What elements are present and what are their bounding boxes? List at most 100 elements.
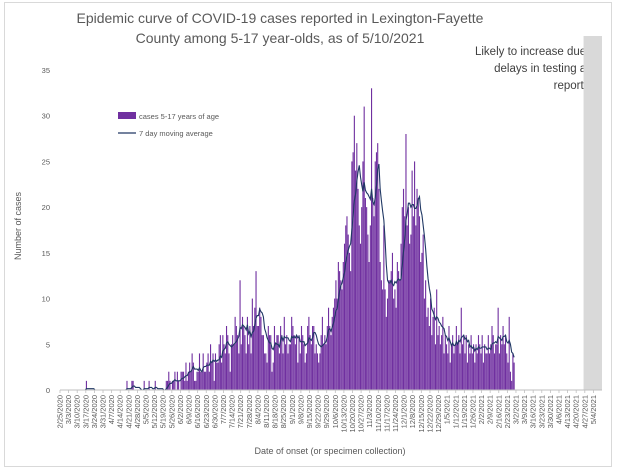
case-bar	[318, 362, 320, 390]
case-bar	[225, 326, 228, 390]
case-bar	[409, 243, 411, 390]
case-bar	[391, 252, 394, 390]
case-bar	[213, 380, 215, 390]
case-bar	[486, 353, 488, 390]
case-bar	[415, 225, 417, 390]
x-tick-label: 10/27/2020	[357, 395, 366, 433]
case-bar	[428, 326, 430, 390]
case-bar	[227, 335, 229, 390]
case-bar	[433, 307, 435, 390]
case-bar	[390, 271, 392, 390]
x-tick-label: 4/21/2020	[124, 395, 133, 428]
case-bar	[394, 289, 396, 390]
x-tick-label: 3/2/2021	[511, 395, 520, 424]
moving-average-line	[60, 163, 515, 391]
case-bar	[308, 316, 310, 390]
x-tick-label: 3/16/2021	[529, 395, 538, 428]
y-tick-label: 25	[42, 157, 50, 166]
case-bar	[497, 307, 499, 390]
case-bar	[303, 344, 305, 390]
x-tick-label: 10/20/2020	[348, 395, 357, 433]
case-bar	[194, 380, 196, 390]
case-bar	[423, 298, 425, 390]
case-bar	[463, 335, 465, 390]
case-bar	[337, 262, 339, 390]
case-bar	[493, 353, 496, 390]
case-bar	[377, 143, 379, 390]
case-bar	[224, 353, 226, 390]
case-bar	[277, 335, 279, 390]
case-bar	[455, 326, 457, 390]
case-bar	[282, 353, 284, 390]
case-bar	[260, 316, 262, 390]
x-tick-label: 9/15/2020	[305, 395, 314, 428]
case-bar	[190, 371, 192, 390]
case-bar	[355, 170, 357, 390]
case-bar	[336, 298, 338, 390]
x-tick-label: 4/7/2020	[107, 395, 116, 424]
y-tick-label: 10	[42, 295, 50, 304]
case-bar	[270, 335, 272, 390]
case-bar	[191, 353, 193, 390]
x-tick-label: 8/18/2020	[271, 395, 280, 428]
case-bar	[257, 326, 260, 390]
case-bar	[326, 326, 328, 390]
case-bar	[294, 344, 296, 390]
y-tick-label: 20	[42, 203, 50, 212]
case-bar	[245, 353, 247, 390]
case-bar	[362, 161, 364, 390]
x-tick-label: 1/19/2021	[460, 395, 469, 428]
case-bar	[414, 161, 416, 390]
x-tick-label: 3/23/2021	[537, 395, 546, 428]
case-bar	[447, 353, 449, 390]
case-bar	[273, 326, 276, 390]
legend-label-average: 7 day moving average	[139, 129, 213, 138]
case-bar	[476, 353, 478, 390]
case-bar	[289, 344, 291, 390]
case-bar	[353, 115, 355, 391]
case-bar	[444, 335, 446, 390]
case-bar	[240, 344, 242, 390]
case-bar	[256, 326, 258, 390]
case-bar	[241, 316, 244, 390]
case-bar	[292, 326, 294, 390]
case-bar	[221, 362, 223, 390]
axes: 0 5 10 15 20 25 30 35 2/25/2020 3/3/2020 3/10/2020…	[42, 66, 602, 433]
case-bar	[485, 353, 487, 390]
x-tick-label: 5/12/2020	[150, 395, 159, 428]
case-bar	[168, 371, 170, 390]
case-bar	[329, 326, 331, 390]
case-bar	[278, 353, 280, 390]
case-bar	[265, 353, 267, 390]
chart-title: Epidemic curve of COVID-19 cases reporte…	[76, 10, 484, 46]
x-tick-label: 10/13/2020	[339, 395, 348, 433]
case-bar	[416, 188, 418, 390]
case-bar	[496, 344, 498, 390]
case-bar	[351, 161, 353, 390]
case-bar	[471, 353, 473, 390]
case-bar	[366, 207, 368, 390]
case-bar	[378, 188, 380, 390]
case-bar	[234, 316, 236, 390]
case-bar	[166, 380, 169, 390]
case-bar	[506, 353, 508, 390]
case-bar	[203, 371, 205, 390]
case-bar	[299, 353, 301, 390]
x-tick-label: 5/19/2020	[159, 395, 168, 428]
case-bar	[210, 344, 212, 390]
x-tick-label: 6/16/2020	[193, 395, 202, 428]
case-bar	[373, 216, 375, 390]
case-bar	[389, 280, 391, 390]
case-bar	[316, 353, 319, 390]
case-bar	[254, 307, 256, 390]
case-bar	[459, 353, 461, 390]
case-bar	[244, 335, 246, 390]
case-bar	[359, 243, 362, 390]
x-tick-label: 4/13/2021	[563, 395, 572, 428]
case-bar	[302, 335, 304, 390]
x-tick-label: 1/5/2021	[443, 395, 452, 424]
case-bar	[230, 344, 233, 390]
case-bar	[243, 326, 245, 390]
x-tick-label: 9/29/2020	[322, 395, 331, 428]
